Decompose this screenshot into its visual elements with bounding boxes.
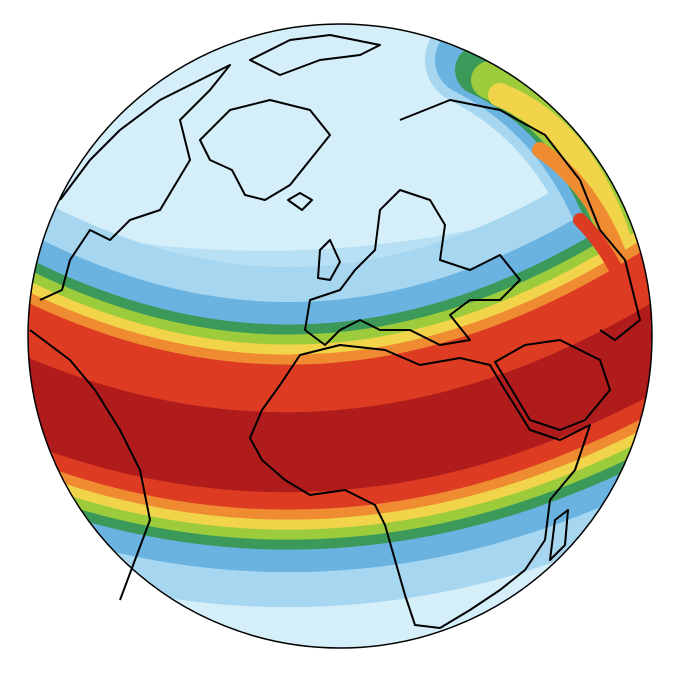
coastline-africa [249,344,591,629]
jet-band [28,24,652,608]
coastlines [29,34,641,629]
coastline-arctic-islands [249,34,381,76]
contour-band [28,280,652,493]
globe-outline [27,23,653,649]
coastline-britain [317,239,341,281]
coastline-south-america [29,329,151,601]
coastline-iceland [287,192,313,211]
coastline-greenland [199,99,331,201]
coastline-arabia [494,339,611,431]
coastline-north-america [39,64,231,301]
coastline-asia [399,99,641,341]
coastline-europe [304,189,521,346]
coastline-madagascar [549,509,569,561]
